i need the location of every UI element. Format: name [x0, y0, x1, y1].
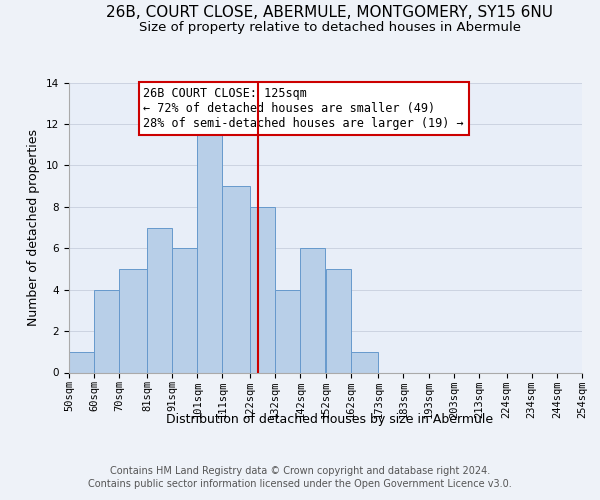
Bar	[301, 248, 325, 372]
Bar	[250, 207, 275, 372]
Bar	[350, 352, 379, 372]
Text: Size of property relative to detached houses in Abermule: Size of property relative to detached ho…	[139, 21, 521, 34]
Text: Distribution of detached houses by size in Abermule: Distribution of detached houses by size …	[166, 412, 494, 426]
Bar	[94, 290, 119, 372]
Text: 26B, COURT CLOSE, ABERMULE, MONTGOMERY, SY15 6NU: 26B, COURT CLOSE, ABERMULE, MONTGOMERY, …	[107, 5, 554, 20]
Y-axis label: Number of detached properties: Number of detached properties	[28, 129, 40, 326]
Bar	[119, 269, 147, 372]
Bar	[325, 269, 350, 372]
Bar	[147, 228, 172, 372]
Bar	[69, 352, 94, 372]
Text: Contains public sector information licensed under the Open Government Licence v3: Contains public sector information licen…	[88, 479, 512, 489]
Bar	[172, 248, 197, 372]
Text: 26B COURT CLOSE: 125sqm
← 72% of detached houses are smaller (49)
28% of semi-de: 26B COURT CLOSE: 125sqm ← 72% of detache…	[143, 87, 464, 130]
Bar	[223, 186, 250, 372]
Bar	[197, 124, 223, 372]
Bar	[275, 290, 301, 372]
Text: Contains HM Land Registry data © Crown copyright and database right 2024.: Contains HM Land Registry data © Crown c…	[110, 466, 490, 476]
